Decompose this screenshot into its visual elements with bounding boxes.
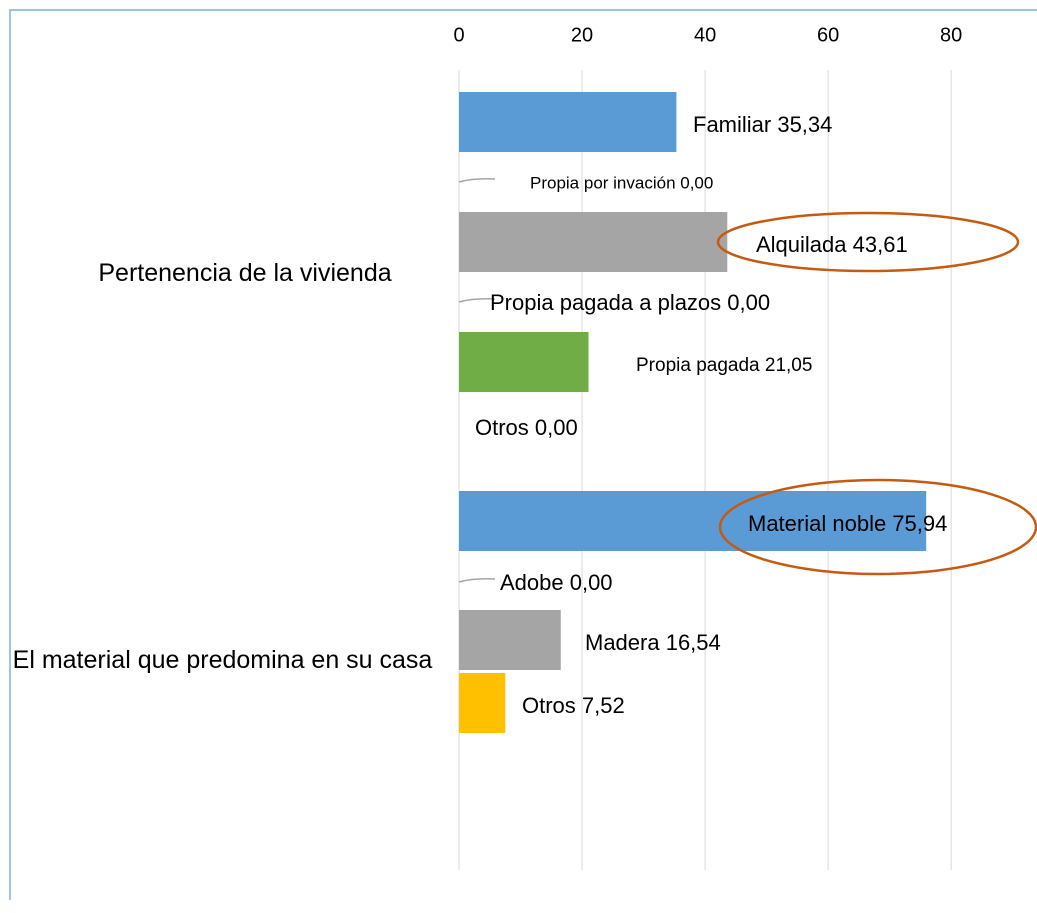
bar [459,610,561,670]
x-tick-label: 0 [453,24,464,46]
bar [459,212,728,272]
data-label: Propia por invación 0,00 [530,173,713,192]
data-label: Adobe 0,00 [500,570,613,595]
data-label: Propia pagada a plazos 0,00 [490,290,770,315]
data-label: Otros 7,52 [522,693,625,718]
bar [459,92,677,152]
group-label: Pertenencia de la vivienda [98,259,392,287]
bar [459,332,589,392]
bar [459,673,506,733]
x-tick-label: 60 [817,24,839,46]
data-label: Propia pagada 21,05 [636,355,812,376]
highlight-ellipse [716,211,1020,273]
chart-frame [9,9,1037,900]
group-label: El material que predomina en su casa [12,646,433,674]
x-tick-label: 80 [940,24,962,46]
data-label: Alquilada 43,61 [756,232,908,257]
data-label: Otros 0,00 [475,415,578,440]
leader-line [458,298,496,303]
bar [459,491,927,551]
leader-line [458,578,496,583]
leader-line [458,178,496,183]
data-label: Familiar 35,34 [693,112,832,137]
x-tick-label: 40 [694,24,716,46]
x-tick-label: 20 [571,24,593,46]
data-label: Madera 16,54 [585,630,721,655]
highlight-ellipse [718,478,1037,576]
data-label: Material noble 75,94 [748,511,947,536]
